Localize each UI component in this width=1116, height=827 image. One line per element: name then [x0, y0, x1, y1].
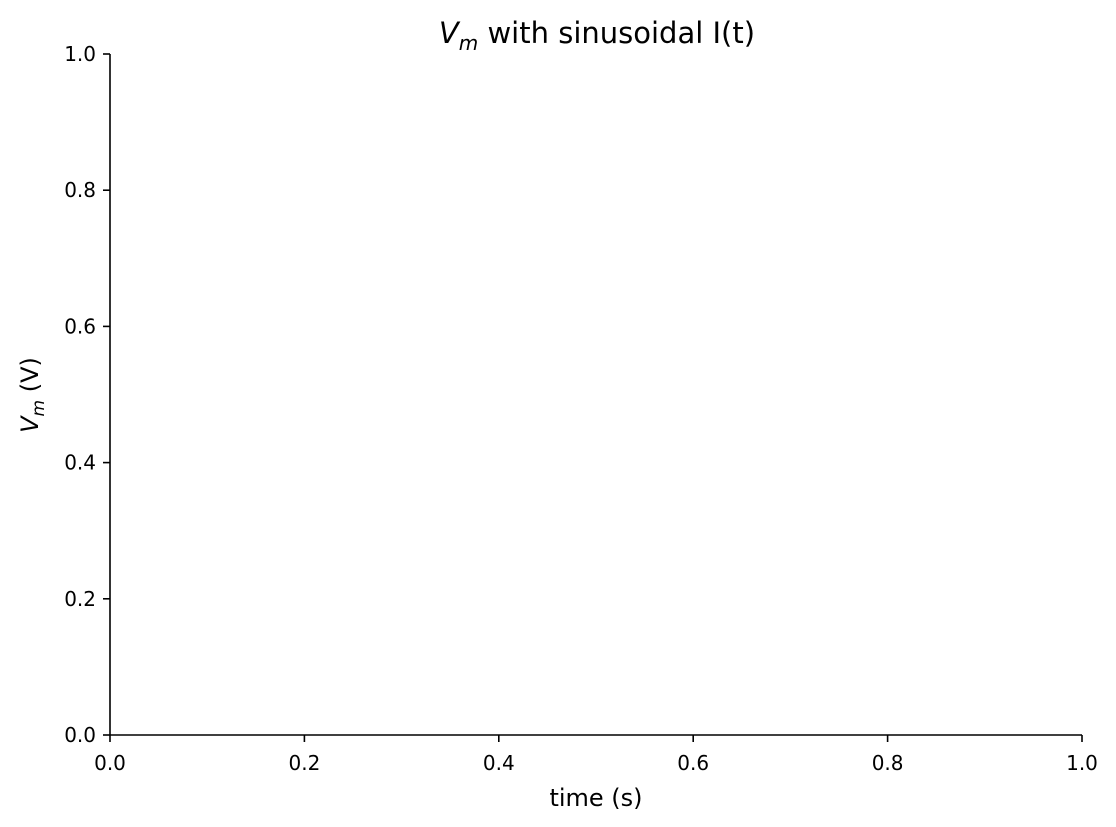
x-tick-label: 0.8 [872, 751, 904, 775]
x-tick-label: 0.2 [288, 751, 320, 775]
chart-title-symbol: V [439, 16, 461, 50]
chart-title: Vm with sinusoidal I(t) [439, 16, 755, 55]
x-tick-label: 0.6 [677, 751, 709, 775]
y-tick-label: 1.0 [64, 42, 96, 66]
y-axis-label-symbol: V [16, 415, 44, 433]
x-tick-label: 0.0 [94, 751, 126, 775]
plot-area: 0.0 0.2 0.4 0.6 0.8 1.0 0.0 0.2 0.4 0.6 0.8 1.0 [64, 42, 1098, 775]
y-tick-label: 0.2 [64, 587, 96, 611]
chart-title-text: with sinusoidal I(t) [478, 16, 755, 50]
y-tick-label: 0.6 [64, 314, 96, 338]
y-tick-label: 0.4 [64, 451, 96, 475]
y-tick-label: 0.0 [64, 723, 96, 747]
y-axis-label-subscript: m [29, 400, 49, 417]
y-axis-label: Vm (V) [16, 357, 49, 433]
chart-title-subscript: m [459, 31, 478, 55]
x-axis-label: time (s) [549, 784, 642, 812]
y-tick-label: 0.8 [64, 178, 96, 202]
y-axis-label-text: (V) [16, 357, 44, 400]
x-tick-label: 1.0 [1066, 751, 1098, 775]
y-axis-ticks: 0.0 0.2 0.4 0.6 0.8 1.0 [64, 42, 110, 747]
x-axis-ticks: 0.0 0.2 0.4 0.6 0.8 1.0 [94, 735, 1098, 775]
x-tick-label: 0.4 [483, 751, 515, 775]
